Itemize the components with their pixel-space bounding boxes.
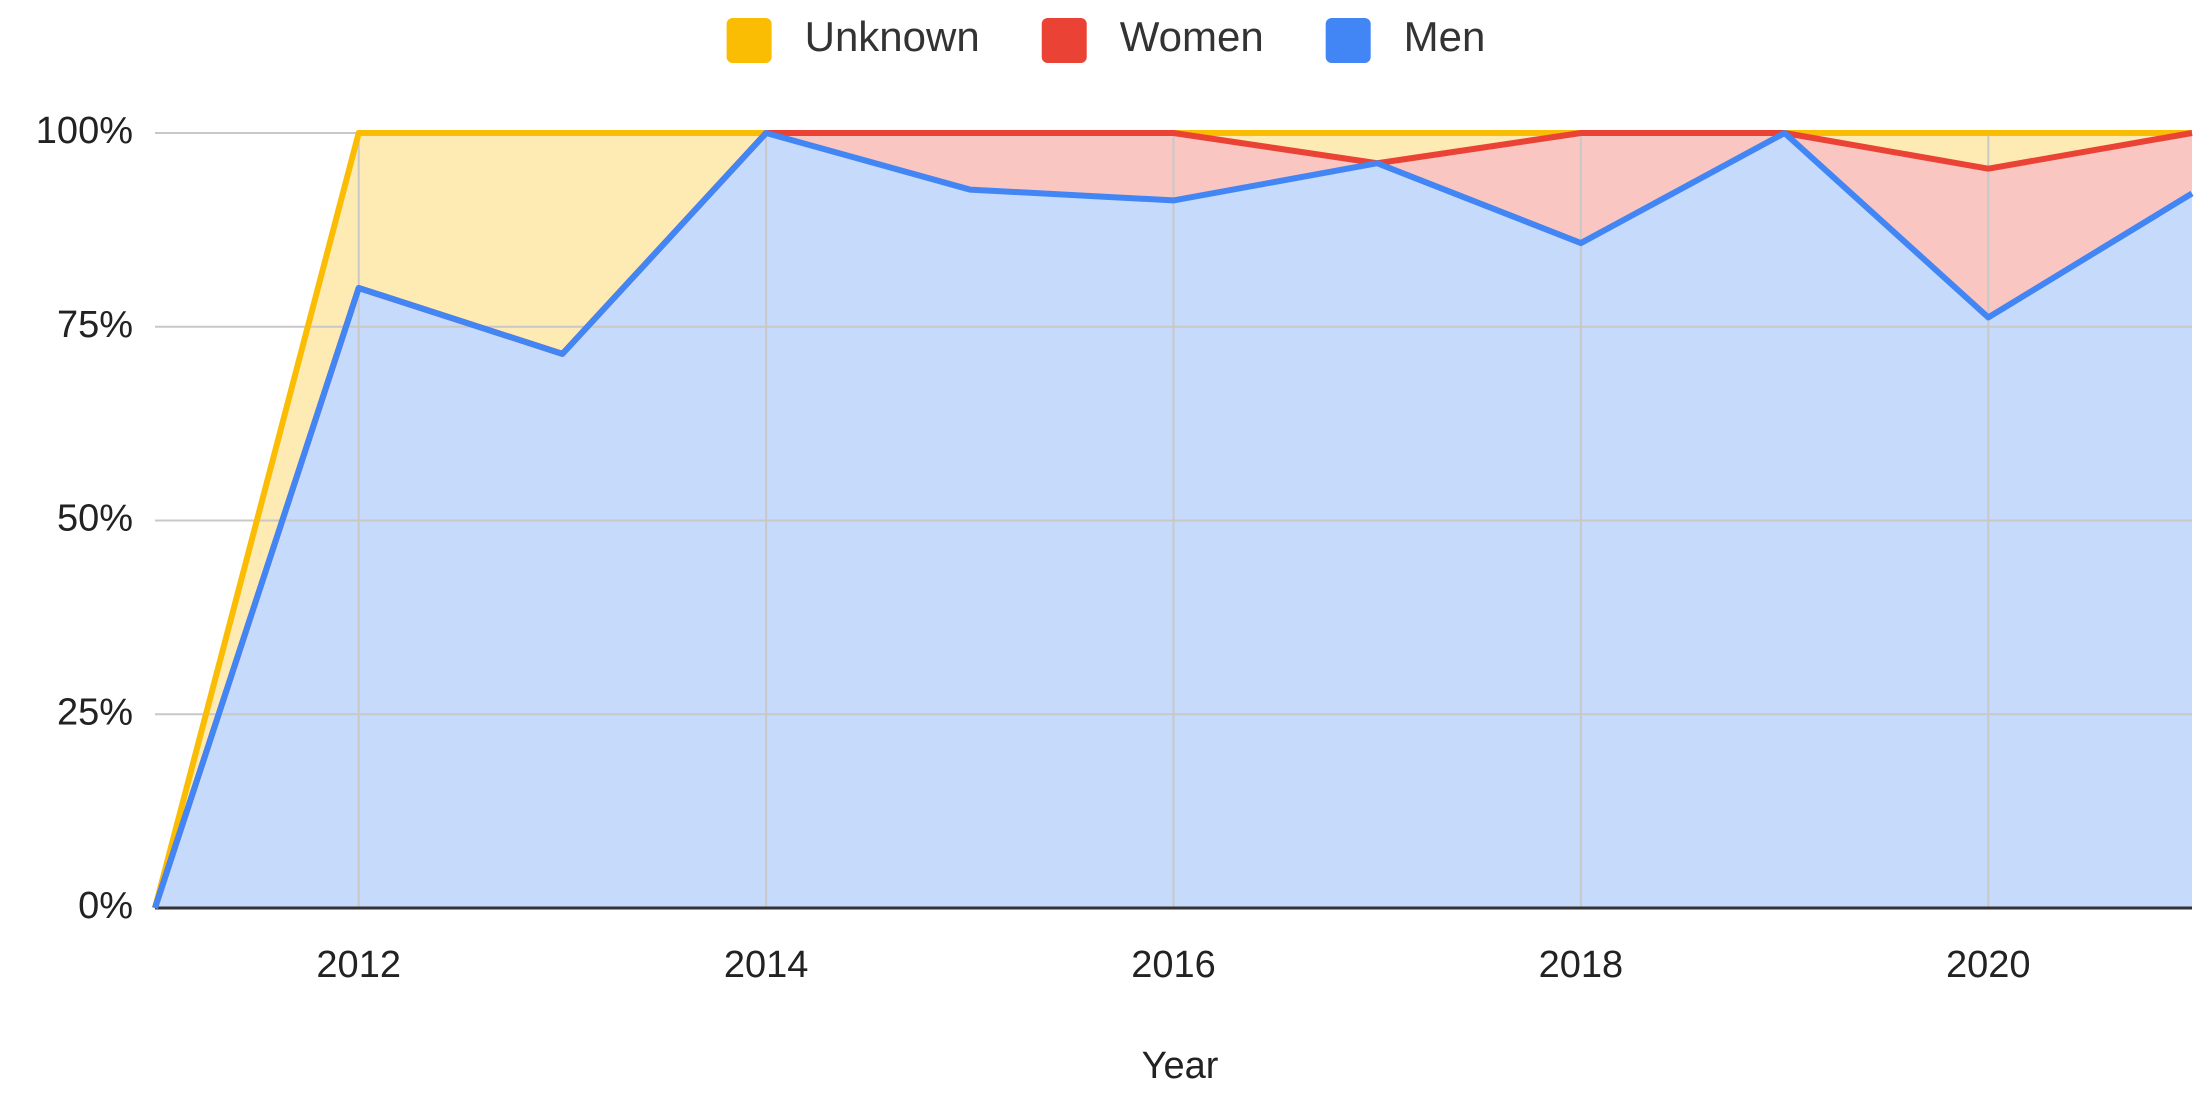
legend-swatch	[726, 18, 772, 63]
legend-label: Unknown	[805, 13, 980, 60]
legend: Unknown Women Men	[726, 13, 1486, 63]
x-tick-label: 2012	[316, 944, 401, 986]
y-tick-label: 0%	[78, 885, 133, 927]
y-tick-label: 50%	[57, 498, 133, 540]
legend-swatch	[1041, 18, 1087, 63]
y-tick-label: 25%	[57, 691, 133, 733]
x-tick-label: 2014	[724, 944, 809, 986]
y-tick-label: 75%	[57, 304, 133, 346]
x-tick-label: 2020	[1946, 944, 2031, 986]
legend-swatch	[1325, 18, 1371, 63]
x-tick-label: 2016	[1131, 944, 1216, 986]
y-tick-label: 100%	[36, 110, 133, 152]
x-tick-label: 2018	[1539, 944, 1624, 986]
line	[152, 130, 2194, 909]
legend-label: Men	[1404, 13, 1486, 60]
legend-label: Women	[1120, 13, 1264, 60]
x-axis-title: Year	[1142, 1045, 1219, 1087]
